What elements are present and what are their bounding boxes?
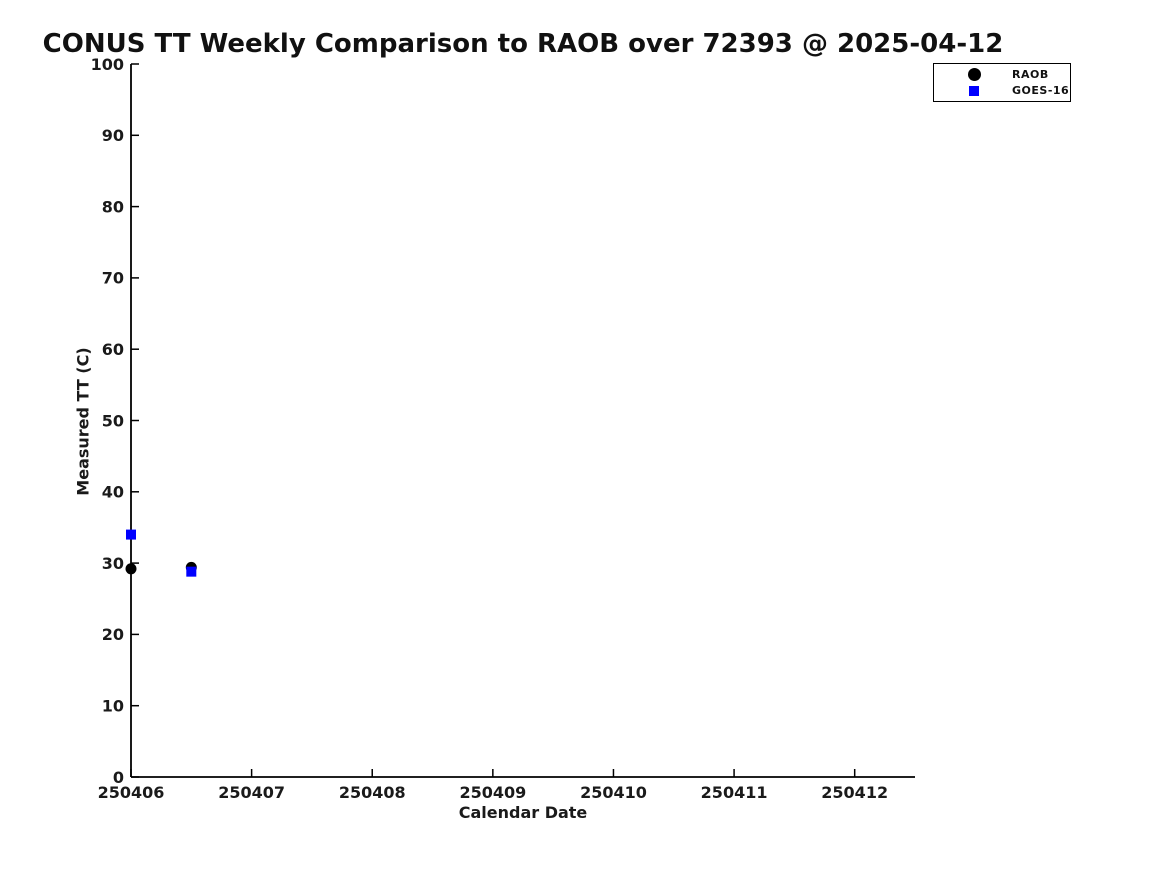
legend-label-goes16: GOES-16 (1012, 84, 1070, 97)
axes: 0 10 20 30 40 50 60 70 80 90 100 250406 250407 250408… (91, 55, 915, 802)
data-point-goes-16 (186, 566, 197, 577)
y-tick-label: 90 (102, 126, 124, 145)
legend-marker-cell (960, 85, 988, 96)
legend: RAOB GOES-16 (933, 63, 1071, 102)
y-tick-label: 50 (102, 411, 124, 430)
legend-marker-cell (960, 68, 988, 81)
x-tick-label: 250408 (339, 783, 406, 802)
x-tick-label: 250411 (701, 783, 768, 802)
y-tick-label: 10 (102, 696, 124, 715)
legend-item-raob: RAOB (934, 67, 1070, 82)
data-point-raob (125, 563, 137, 575)
y-tick-label: 40 (102, 483, 124, 502)
data-points (125, 529, 197, 577)
legend-label-raob: RAOB (1012, 68, 1049, 81)
y-tick-label: 80 (102, 197, 124, 216)
y-tick-label: 30 (102, 554, 124, 573)
y-tick-label: 0 (113, 768, 124, 787)
x-tick-label: 250410 (580, 783, 647, 802)
chart-title: CONUS TT Weekly Comparison to RAOB over … (42, 29, 1004, 59)
x-axis-label: Calendar Date (458, 803, 588, 822)
x-tick-label: 250412 (821, 783, 888, 802)
y-tick-label: 20 (102, 625, 124, 644)
y-tick-label: 100 (91, 55, 124, 74)
legend-item-goes16: GOES-16 (934, 83, 1070, 98)
circle-marker-icon (967, 68, 981, 81)
x-tick-label: 250406 (98, 783, 165, 802)
square-marker-icon (969, 85, 979, 96)
x-tick-label: 250407 (218, 783, 285, 802)
y-tick-label: 70 (102, 269, 124, 288)
y-tick-label: 60 (102, 340, 124, 359)
data-point-goes-16 (126, 529, 136, 540)
x-tick-label: 250409 (459, 783, 526, 802)
